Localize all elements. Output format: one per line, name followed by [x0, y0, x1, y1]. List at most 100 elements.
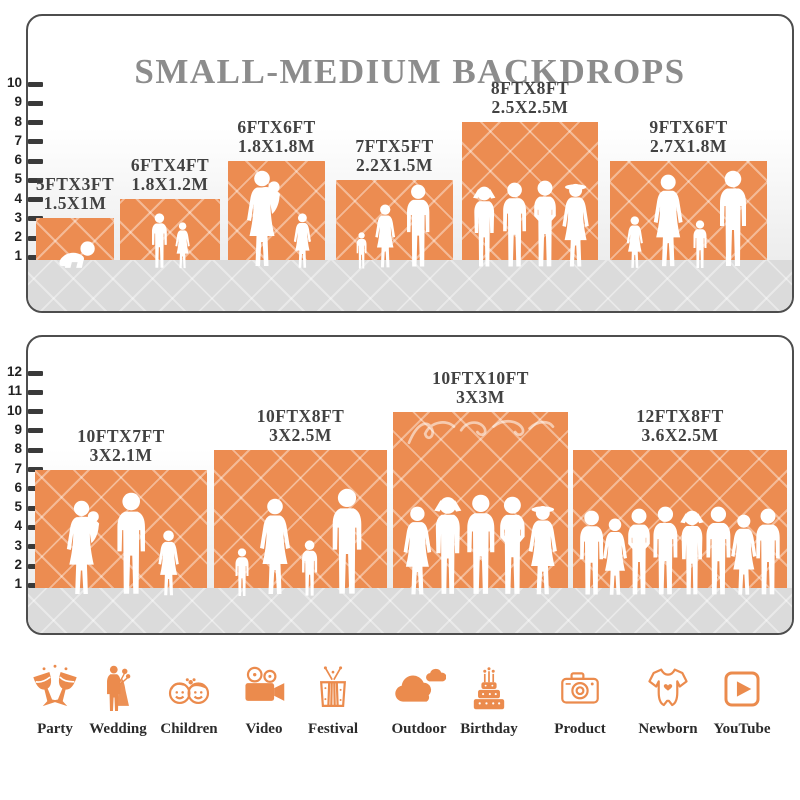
ruler-tick: [28, 254, 43, 260]
size-ft-label: 10FTX10FT: [432, 367, 529, 388]
video-icon: [236, 662, 292, 716]
category-wedding: Wedding: [70, 662, 166, 738]
woman-silhouette: [624, 216, 646, 270]
ruler-number: 8: [14, 113, 22, 129]
ruler-number: 10: [6, 75, 22, 90]
size-ft-label: 12FTX8FT: [636, 405, 724, 426]
ruler-number: 3: [14, 209, 22, 225]
size-m-label: 1.8X1.8M: [238, 136, 315, 157]
ruler-tick: [28, 216, 43, 222]
man-silhouette: [325, 488, 369, 598]
outdoor-icon: [391, 662, 447, 716]
size-ft-label: 9FTX6FT: [649, 116, 728, 137]
ruler-tick: [28, 177, 43, 183]
category-festival: Festival: [285, 662, 381, 738]
festival-icon: [305, 662, 361, 716]
man-silhouette: [110, 492, 152, 598]
ruler-number: 4: [14, 190, 22, 206]
size-m-label: 2.5X2.5M: [491, 97, 569, 118]
size-ft-label: 5FTX3FT: [35, 173, 115, 194]
ruler-tick: [28, 100, 43, 106]
ruler-number: 12: [6, 364, 22, 379]
ruler-number: 6: [14, 479, 22, 495]
woman-silhouette: [291, 213, 314, 270]
size-m-label: 2.7X1.8M: [650, 136, 727, 157]
panel-floor: [28, 588, 792, 633]
wedding-icon: [90, 662, 146, 716]
backdrop-size-label: 10FTX8FT 3X2.5M: [191, 405, 411, 446]
ruler-number: 11: [7, 383, 22, 399]
man-silhouette: [713, 170, 753, 270]
backdrop-size-label: 10FTX10FT 3X3M: [371, 367, 591, 408]
backdrop-size-label: 6FTX6FT 1.8X1.8M: [167, 116, 387, 157]
category-youtube: YouTube: [694, 662, 790, 738]
children-icon: [161, 662, 217, 716]
man-silhouette: [401, 184, 435, 270]
panel-floor: [28, 260, 792, 311]
woman-silhouette: [155, 530, 182, 598]
category-label: YouTube: [713, 721, 771, 737]
category-row: Party Wedding Children Video Festival Outdoor…: [0, 662, 800, 772]
woman-hat-silhouette: [558, 182, 593, 270]
ruler-tick: [28, 139, 43, 145]
ruler-number: 1: [14, 248, 22, 264]
ruler-number: 1: [14, 576, 22, 592]
category-label: Video: [245, 721, 283, 737]
watermark-squiggle: [407, 419, 555, 445]
ruler-tick: [28, 120, 43, 125]
category-product: Product: [532, 662, 628, 738]
people-silhouettes: [610, 170, 767, 270]
panel-large: 10FTX7FT 3X2.1M 10FTX8FT 3X2.5M 10FTX10FT 3X3…: [26, 335, 794, 635]
ruler-tick: [28, 447, 43, 453]
man-silhouette: [750, 508, 786, 598]
ruler-number: 5: [14, 171, 22, 187]
backdrop-size-label: 10FTX7FT 3X2.1M: [28, 425, 231, 466]
size-ft-label: 6FTX6FT: [237, 116, 316, 137]
ruler-tick: [28, 389, 43, 395]
ruler-number: 2: [14, 557, 22, 572]
ruler-number: 2: [14, 229, 22, 244]
people-silhouettes: [336, 184, 453, 270]
ruler-tick: [28, 370, 43, 376]
size-ft-label: 10FTX8FT: [256, 405, 345, 426]
backdrop-size-label: 9FTX6FT 2.7X1.8M: [579, 116, 793, 157]
ruler-number: 8: [14, 441, 22, 457]
category-newborn: Newborn: [620, 662, 716, 738]
size-m-label: 3X2.1M: [89, 445, 153, 466]
product-icon: [552, 662, 608, 716]
ruler-tick: [28, 81, 43, 87]
woman-silhouette: [372, 204, 398, 270]
ruler-number: 10: [6, 402, 22, 418]
category-label: Festival: [308, 721, 358, 737]
ruler-tick: [28, 197, 43, 202]
woman-baby-silhouette: [240, 170, 288, 270]
size-ft-label: 10FTX7FT: [77, 425, 165, 446]
man-silhouette: [148, 213, 171, 270]
panel-small-medium: SMALL-MEDIUM BACKDROPS 5FTX3FT 1.5X1M 6FTX…: [26, 14, 794, 313]
category-outdoor: Outdoor: [371, 662, 467, 738]
category-label: Party: [37, 721, 73, 737]
backdrop-block: [336, 180, 453, 260]
newborn-icon: [640, 662, 696, 716]
people-silhouettes: [120, 213, 220, 270]
backdrop-block: [228, 161, 325, 260]
people-silhouettes: [462, 180, 598, 270]
category-birthday: Birthday: [441, 662, 537, 738]
people-silhouettes: [393, 494, 568, 598]
ruler-tick: [28, 467, 43, 472]
people-silhouettes: [228, 170, 325, 270]
category-label: Product: [554, 721, 606, 737]
ruler-number: 6: [14, 152, 22, 167]
size-m-label: 3X2.5M: [269, 425, 332, 446]
ruler-number: 7: [14, 460, 22, 476]
woman-hat-silhouette: [524, 504, 562, 598]
ruler-tick: [28, 158, 43, 164]
category-label: Wedding: [89, 721, 147, 737]
ruler-number: 7: [14, 132, 22, 148]
people-silhouettes: [35, 492, 207, 598]
category-party: Party: [7, 662, 103, 738]
people-silhouettes: [573, 506, 787, 598]
size-m-label: 3.6X2.5M: [641, 425, 719, 446]
backdrop-size-label: 12FTX8FT 3.6X2.5M: [570, 405, 790, 446]
